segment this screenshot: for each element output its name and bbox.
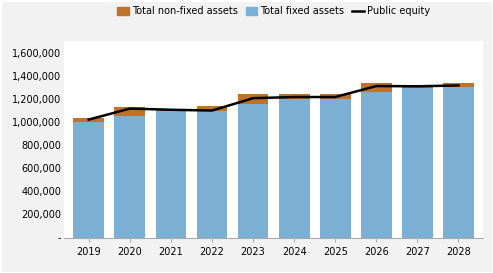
Bar (320, 94, 351, 99)
Bar (402, 86, 433, 88)
Bar (155, 109, 186, 111)
Bar (402, 88, 433, 238)
Bar (238, 104, 269, 238)
Bar (197, 106, 227, 111)
Public equity (86, 118, 92, 121)
Bar (114, 115, 145, 238)
Public equity (415, 85, 421, 88)
Bar (73, 122, 104, 238)
Public equity (168, 108, 174, 111)
Bar (238, 94, 269, 104)
Bar (279, 99, 310, 238)
Legend: Total non-fixed assets, Total fixed assets, Public equity: Total non-fixed assets, Total fixed asse… (113, 2, 434, 20)
Bar (443, 83, 474, 87)
Public equity (291, 95, 297, 99)
Bar (279, 94, 310, 99)
Bar (320, 99, 351, 238)
Bar (361, 83, 392, 92)
Bar (361, 92, 392, 238)
Bar (197, 111, 227, 238)
Bar (114, 107, 145, 115)
Public equity (373, 84, 379, 88)
Line: Public equity: Public equity (89, 85, 458, 120)
Public equity (127, 107, 133, 110)
Bar (443, 87, 474, 238)
Public equity (456, 84, 461, 87)
Public equity (209, 109, 215, 112)
Public equity (332, 95, 338, 99)
Public equity (250, 97, 256, 100)
Bar (73, 118, 104, 122)
Bar (155, 111, 186, 238)
